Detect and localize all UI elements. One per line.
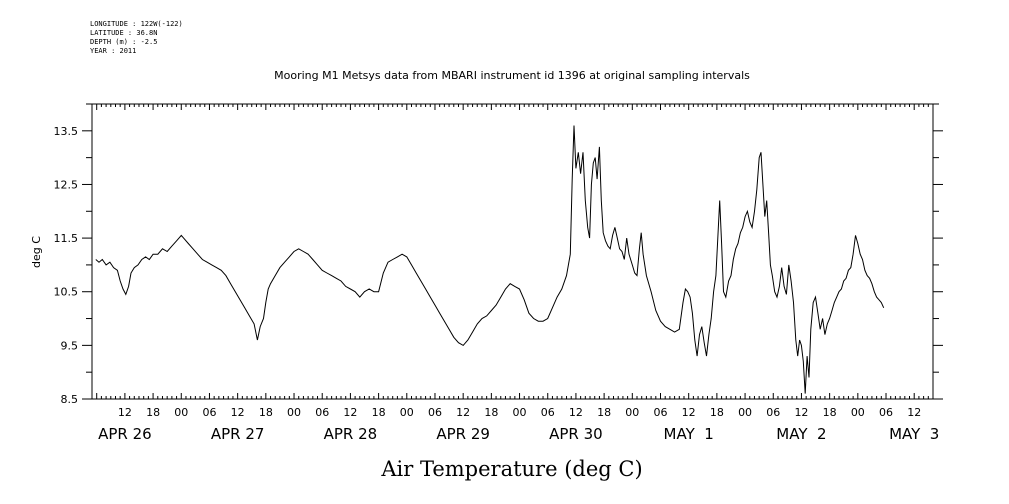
y-axis-label: deg C (30, 236, 43, 268)
x-tick-label: 12 (456, 406, 470, 419)
x-tick-label: 12 (794, 406, 808, 419)
x-tick-label: 00 (738, 406, 752, 419)
date-label: APR 26 (98, 425, 152, 443)
x-tick-label: 12 (682, 406, 696, 419)
x-tick-label: 06 (541, 406, 555, 419)
x-tick-label: 18 (259, 406, 273, 419)
y-tick-label: 8.5 (61, 393, 79, 406)
x-tick-label: 06 (202, 406, 216, 419)
x-tick-label: 12 (343, 406, 357, 419)
x-tick-label: 06 (428, 406, 442, 419)
date-label: MAY 3 (889, 425, 939, 443)
x-tick-label: 12 (569, 406, 583, 419)
date-label: APR 29 (436, 425, 490, 443)
x-tick-label: 18 (146, 406, 160, 419)
x-tick-label: 00 (174, 406, 188, 419)
x-tick-label: 18 (372, 406, 386, 419)
x-tick-label: 18 (823, 406, 837, 419)
year-text: YEAR : 2011 (90, 47, 137, 55)
depth-text: DEPTH (m) : -2.5 (90, 38, 158, 46)
x-tick-label: 18 (484, 406, 498, 419)
longitude-text: LONGITUDE : 122W(-122) (90, 20, 183, 28)
x-tick-label: 00 (400, 406, 414, 419)
x-tick-label: 06 (315, 406, 329, 419)
x-tick-label: 18 (710, 406, 724, 419)
y-tick-label: 11.5 (54, 232, 79, 245)
x-axis-label: Air Temperature (deg C) (380, 457, 642, 481)
x-tick-label: 18 (597, 406, 611, 419)
chart-title: Mooring M1 Metsys data from MBARI instru… (274, 69, 750, 82)
x-tick-label: 06 (653, 406, 667, 419)
y-tick-label: 9.5 (61, 339, 79, 352)
date-label: MAY 1 (664, 425, 714, 443)
x-tick-label: 12 (118, 406, 132, 419)
date-label: MAY 2 (776, 425, 826, 443)
air-temperature-line (95, 125, 885, 394)
date-label: APR 28 (324, 425, 378, 443)
x-tick-label: 00 (287, 406, 301, 419)
x-tick-label: 12 (907, 406, 921, 419)
latitude-text: LATITUDE : 36.8N (90, 29, 158, 37)
y-tick-label: 10.5 (54, 286, 79, 299)
date-label: APR 30 (549, 425, 603, 443)
x-tick-label: 06 (766, 406, 780, 419)
date-label: APR 27 (211, 425, 265, 443)
y-tick-label: 12.5 (54, 178, 79, 191)
plot-area-frame (91, 103, 934, 400)
metadata-block: LONGITUDE : 122W(-122) LATITUDE : 36.8N … (90, 20, 183, 56)
x-tick-label: 00 (513, 406, 527, 419)
x-tick-label: 12 (231, 406, 245, 419)
x-tick-label: 06 (879, 406, 893, 419)
x-tick-label: 00 (851, 406, 865, 419)
y-tick-label: 13.5 (54, 125, 79, 138)
x-tick-label: 00 (625, 406, 639, 419)
